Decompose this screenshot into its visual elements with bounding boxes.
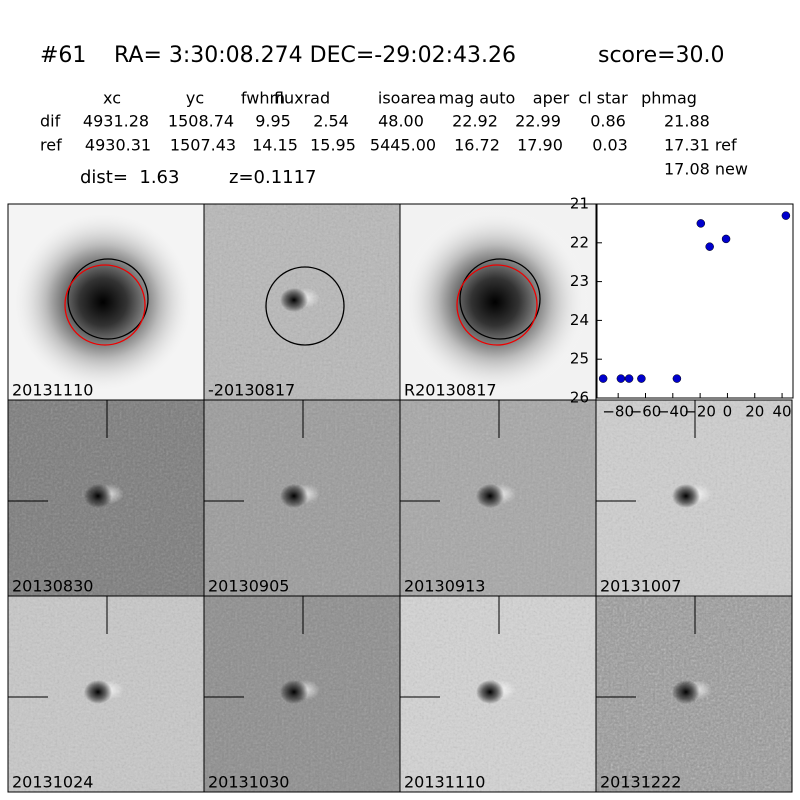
table-cell: 48.00	[378, 112, 424, 131]
stamp-label: -20130817	[208, 381, 295, 400]
galaxy	[400, 207, 590, 397]
stamp-label: 20131024	[12, 773, 93, 792]
column-header: isoarea	[378, 89, 436, 108]
data-point	[672, 374, 682, 383]
stamp-label: 20130830	[12, 577, 93, 596]
stamp-label: 20130905	[208, 577, 289, 596]
table-cell: 0.86	[590, 112, 626, 131]
row-label: dif	[40, 112, 61, 131]
stamp-grid: 20131110 -20130817 R20130817 20130830 201309…	[7, 203, 793, 793]
residual-dark	[280, 680, 308, 704]
red-circle	[456, 264, 538, 346]
table-cell: 2.54	[313, 112, 349, 131]
table-cell: 4930.31	[85, 136, 151, 155]
stamp-label: 20131030	[208, 773, 289, 792]
x-tick-label: −80	[602, 403, 634, 421]
column-header: fwhm	[241, 89, 285, 108]
stamp-frame	[595, 595, 793, 793]
y-tick-label: 26	[570, 389, 589, 407]
table-cell: 0.03	[592, 136, 628, 155]
column-header: yc	[186, 89, 204, 108]
stamp-label: R20130817	[404, 381, 497, 400]
data-point	[624, 374, 634, 383]
residual-dark	[84, 680, 112, 704]
residual-dark	[672, 680, 700, 704]
data-point	[637, 374, 646, 383]
table-cell: 9.95	[255, 112, 291, 131]
new-mag: 17.08 new	[664, 160, 748, 179]
residual-dark	[280, 484, 308, 508]
data-point	[616, 374, 626, 383]
table-cell: 17.90	[517, 136, 563, 155]
candidate-id: #61	[40, 43, 86, 68]
column-header: fluxrad	[274, 89, 330, 108]
stamp-label: 20131110	[12, 381, 93, 400]
stamp-label: 20131007	[600, 577, 681, 596]
data-point	[705, 242, 714, 251]
black-circle	[265, 266, 345, 346]
stamp-label: 20131222	[600, 773, 681, 792]
black-circle	[67, 258, 149, 340]
y-tick-label: 22	[570, 233, 589, 251]
residual-dark	[476, 680, 504, 704]
x-tick-label: 0	[723, 403, 733, 421]
column-header: aper	[533, 89, 570, 108]
column-header: cl star	[578, 89, 628, 108]
plot-background	[596, 203, 794, 399]
x-tick-label: −60	[630, 403, 662, 421]
galaxy	[8, 207, 198, 397]
residual-dark	[280, 288, 308, 312]
y-tick-label: 24	[570, 311, 589, 329]
residual-dark	[672, 484, 700, 508]
table-cell: 5445.00	[370, 136, 436, 155]
residual-dark	[476, 484, 504, 508]
y-tick-label: 23	[570, 272, 589, 290]
data-point	[781, 211, 791, 220]
black-circle	[459, 258, 541, 340]
table-cell: 14.15	[252, 136, 298, 155]
x-tick-label: 20	[745, 403, 764, 421]
table-cell: 17.31 ref	[664, 136, 737, 155]
light-curve: 21 22 23 24 25 26 −80−60−40−20 0 20 40	[570, 195, 794, 421]
redshift: z=0.1117	[229, 167, 317, 188]
table-cell: 1507.43	[170, 136, 236, 155]
table-cell: 21.88	[664, 112, 710, 131]
column-header: mag auto	[439, 89, 516, 108]
table-cell: 22.92	[452, 112, 498, 131]
residual-dark	[84, 484, 112, 508]
coordinates: RA= 3:30:08.274 DEC=-29:02:43.26	[114, 43, 516, 68]
table-cell: 22.99	[515, 112, 561, 131]
y-tick-label: 21	[570, 195, 589, 213]
column-header: xc	[103, 89, 121, 108]
table-cell: 4931.28	[83, 112, 149, 131]
stamp-label: 20131110	[404, 773, 485, 792]
data-point	[721, 234, 731, 244]
y-tick-label: 25	[570, 350, 589, 368]
column-header: phmag	[641, 89, 697, 108]
red-circle	[64, 264, 146, 346]
table-cell: 16.72	[454, 136, 500, 155]
data-point	[598, 374, 608, 383]
row-label: ref	[40, 136, 62, 155]
x-tick-label: −40	[657, 403, 689, 421]
data-point	[696, 219, 706, 228]
x-tick-label: 40	[773, 403, 792, 421]
table-cell: 15.95	[310, 136, 356, 155]
table-cell: 1508.74	[168, 112, 234, 131]
distance: dist= 1.63	[80, 167, 179, 188]
stamp-label: 20130913	[404, 577, 485, 596]
x-tick-label: −20	[684, 403, 716, 421]
score: score=30.0	[598, 43, 725, 68]
